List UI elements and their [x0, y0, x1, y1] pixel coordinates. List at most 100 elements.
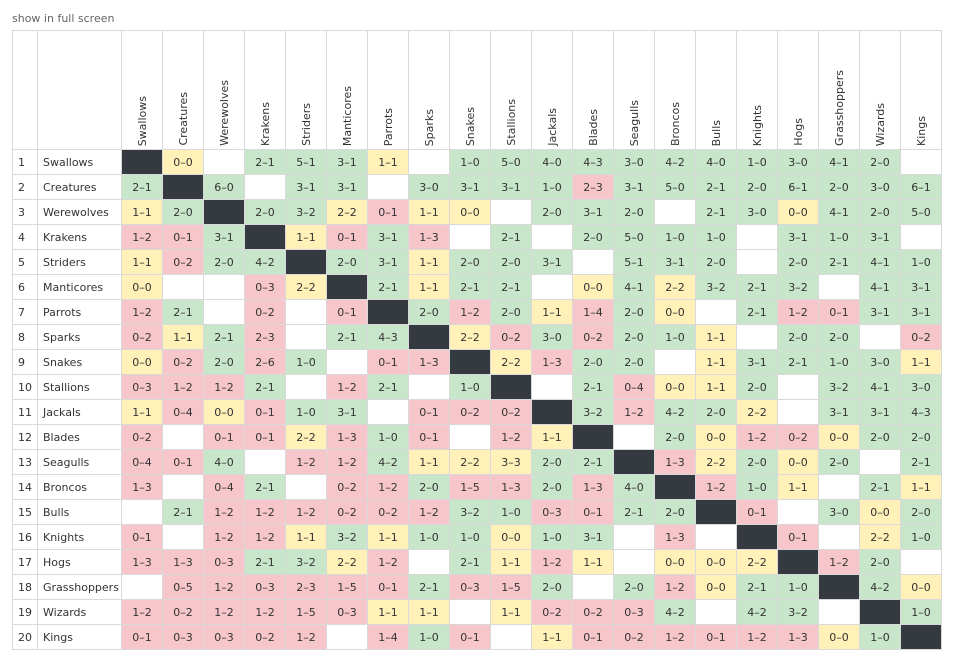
- result-cell: 1–2: [203, 574, 245, 600]
- result-cell: 3–1: [203, 224, 245, 250]
- row-number: 16: [12, 524, 38, 550]
- result-cell: 1–0: [531, 524, 573, 550]
- result-cell: 0–1: [367, 349, 409, 375]
- result-cell: 1–5: [490, 574, 532, 600]
- result-cell: 0–0: [449, 199, 491, 225]
- table-row: 19 Wizards 1–2 0–2 1–2 1–2 1–5 0–3 1–1 1–1 1–1 0–2 0…: [12, 599, 942, 625]
- row-team-name: Krakens: [37, 224, 122, 250]
- result-cell: [572, 249, 614, 275]
- result-cell: 0–1: [121, 624, 163, 650]
- result-cell: 2–0: [572, 224, 614, 250]
- result-cell: 1–0: [531, 174, 573, 200]
- result-cell: 1–4: [572, 299, 614, 325]
- row-team-name: Stallions: [37, 374, 122, 400]
- result-cell: 2–1: [859, 474, 901, 500]
- table-row: 12 Blades 0–2 0–1 0–1 2–2 1–3 1–0 0–1 1–2 1–1 2–0 0–…: [12, 424, 942, 450]
- result-cell: 1–2: [695, 474, 737, 500]
- row-number: 2: [12, 174, 38, 200]
- column-header: Bulls: [695, 30, 737, 150]
- result-cell: 1–0: [859, 624, 901, 650]
- result-cell: 0–1: [203, 424, 245, 450]
- result-cell: 0–2: [572, 599, 614, 625]
- result-cell: 1–1: [408, 599, 450, 625]
- column-header-label: Knights: [750, 104, 764, 146]
- result-cell: 1–5: [285, 599, 327, 625]
- result-cell: 2–1: [818, 249, 860, 275]
- result-cell: 2–2: [449, 449, 491, 475]
- result-cell: 0–1: [695, 624, 737, 650]
- row-team-name: Kings: [37, 624, 122, 650]
- result-cell: 2–1: [736, 274, 778, 300]
- result-cell: 2–0: [326, 249, 368, 275]
- result-cell: 4–3: [367, 324, 409, 350]
- row-team-name: Sparks: [37, 324, 122, 350]
- fullscreen-link[interactable]: show in full screen: [12, 12, 115, 25]
- row-number: 10: [12, 374, 38, 400]
- result-cell: 1–0: [900, 599, 942, 625]
- result-cell: 0–0: [695, 574, 737, 600]
- result-cell: 0–3: [326, 599, 368, 625]
- result-cell: 0–0: [859, 499, 901, 525]
- result-cell: 1–1: [695, 374, 737, 400]
- result-cell: 4–0: [613, 474, 655, 500]
- column-header-label: Manticores: [340, 85, 354, 146]
- result-cell: 4–2: [859, 574, 901, 600]
- self-match-cell: [367, 299, 409, 325]
- result-cell: 1–2: [285, 624, 327, 650]
- result-cell: 1–0: [695, 224, 737, 250]
- row-team-name: Jackals: [37, 399, 122, 425]
- result-cell: [285, 299, 327, 325]
- result-cell: 0–2: [490, 399, 532, 425]
- column-header: Stallions: [490, 30, 532, 150]
- table-row: 11 Jackals 1–1 0–4 0–0 0–1 1–0 3–1 0–1 0–2 0–2 3–2 1…: [12, 399, 942, 425]
- result-cell: 2–3: [285, 574, 327, 600]
- result-cell: 2–1: [736, 299, 778, 325]
- result-cell: 5–0: [654, 174, 696, 200]
- result-cell: 1–2: [818, 549, 860, 575]
- column-header-label: Wizards: [873, 102, 887, 146]
- result-cell: 1–0: [490, 499, 532, 525]
- result-cell: 2–1: [244, 149, 286, 175]
- column-header-label: Sparks: [422, 108, 436, 146]
- result-cell: 1–0: [777, 574, 819, 600]
- result-cell: 1–3: [408, 349, 450, 375]
- result-cell: [162, 524, 204, 550]
- row-team-name: Creatures: [37, 174, 122, 200]
- row-number: 11: [12, 399, 38, 425]
- row-number: 19: [12, 599, 38, 625]
- result-cell: 0–2: [367, 499, 409, 525]
- result-cell: 2–2: [285, 424, 327, 450]
- self-match-cell: [326, 274, 368, 300]
- result-cell: [695, 299, 737, 325]
- result-cell: [613, 524, 655, 550]
- result-cell: 1–1: [900, 474, 942, 500]
- result-cell: 4–2: [654, 149, 696, 175]
- result-cell: [285, 374, 327, 400]
- result-cell: 2–1: [121, 174, 163, 200]
- result-cell: 2–0: [818, 449, 860, 475]
- result-cell: 1–1: [531, 424, 573, 450]
- result-cell: 1–0: [818, 224, 860, 250]
- row-number: 7: [12, 299, 38, 325]
- result-cell: 3–2: [449, 499, 491, 525]
- result-cell: 0–0: [572, 274, 614, 300]
- result-cell: [572, 574, 614, 600]
- result-cell: 0–0: [777, 449, 819, 475]
- result-cell: 3–1: [859, 299, 901, 325]
- result-cell: 2–0: [203, 349, 245, 375]
- result-cell: 0–2: [162, 349, 204, 375]
- result-cell: [777, 374, 819, 400]
- result-cell: 0–0: [818, 424, 860, 450]
- result-cell: 3–1: [818, 399, 860, 425]
- table-row: 20 Kings 0–1 0–3 0–3 0–2 1–2 1–4 1–0 0–1 1–1 0–1 0–2…: [12, 624, 942, 650]
- result-cell: 0–1: [572, 624, 614, 650]
- row-number: 6: [12, 274, 38, 300]
- result-cell: 1–2: [203, 374, 245, 400]
- result-cell: 0–2: [244, 624, 286, 650]
- result-cell: 3–2: [285, 549, 327, 575]
- result-cell: 0–2: [121, 324, 163, 350]
- result-cell: 0–1: [408, 399, 450, 425]
- column-header: Sparks: [408, 30, 450, 150]
- result-cell: 1–1: [695, 349, 737, 375]
- self-match-cell: [121, 149, 163, 175]
